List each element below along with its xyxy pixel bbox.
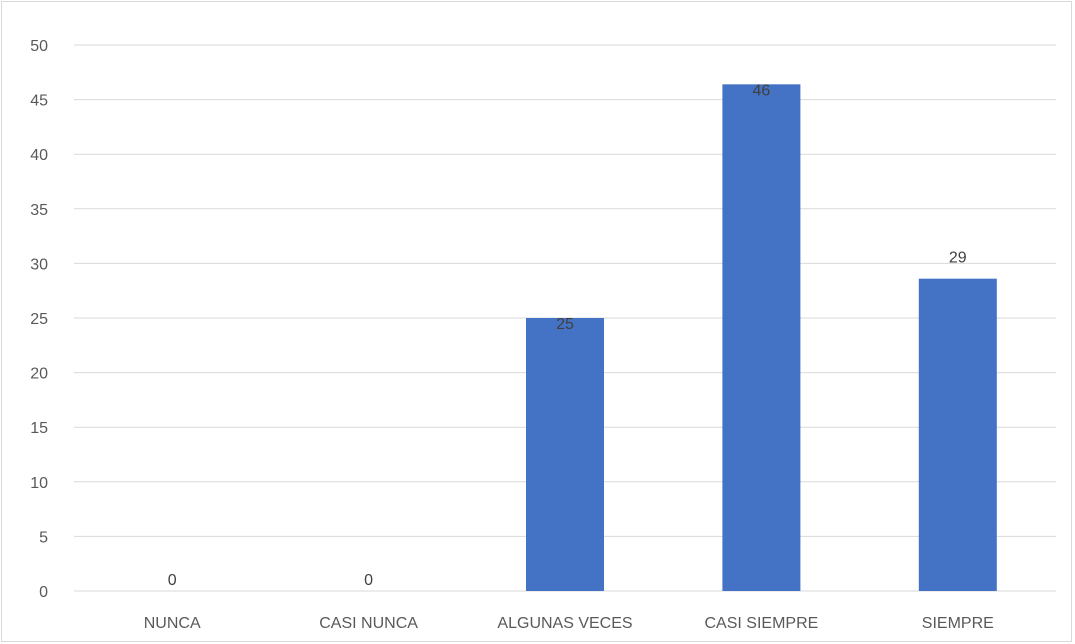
x-category-label: NUNCA bbox=[144, 615, 201, 632]
x-category-label: CASI NUNCA bbox=[319, 615, 418, 632]
y-tick-label: 35 bbox=[30, 202, 48, 219]
y-tick-label: 5 bbox=[39, 529, 48, 546]
y-tick-label: 0 bbox=[39, 584, 48, 601]
data-label: 46 bbox=[753, 82, 771, 99]
data-label: 0 bbox=[364, 572, 373, 589]
x-category-label: ALGUNAS VECES bbox=[497, 615, 632, 632]
data-label: 0 bbox=[168, 572, 177, 589]
x-axis-category-labels: NUNCA CASI NUNCA ALGUNAS VECES CASI SIEMPRE… bbox=[144, 615, 994, 632]
bar-algunas-veces bbox=[526, 318, 604, 591]
bars bbox=[526, 84, 997, 591]
y-tick-label: 20 bbox=[30, 366, 48, 383]
y-tick-label: 45 bbox=[30, 93, 48, 110]
y-tick-label: 10 bbox=[30, 475, 48, 492]
x-category-label: SIEMPRE bbox=[922, 615, 994, 632]
bar-siempre bbox=[918, 278, 997, 591]
y-tick-label: 15 bbox=[30, 420, 48, 437]
y-tick-label: 40 bbox=[30, 147, 48, 164]
y-axis-tick-labels: 0 5 10 15 20 25 30 35 40 45 50 bbox=[30, 38, 48, 601]
gridlines bbox=[74, 44, 1056, 592]
y-tick-label: 25 bbox=[30, 311, 48, 328]
y-tick-label: 30 bbox=[30, 256, 48, 273]
bar-casi-siempre bbox=[722, 84, 801, 591]
data-label: 25 bbox=[556, 316, 574, 333]
x-category-label: CASI SIEMPRE bbox=[704, 615, 818, 632]
data-label: 29 bbox=[949, 250, 967, 267]
y-tick-label: 50 bbox=[30, 38, 48, 55]
data-labels: 0 0 25 46 29 bbox=[168, 82, 967, 589]
